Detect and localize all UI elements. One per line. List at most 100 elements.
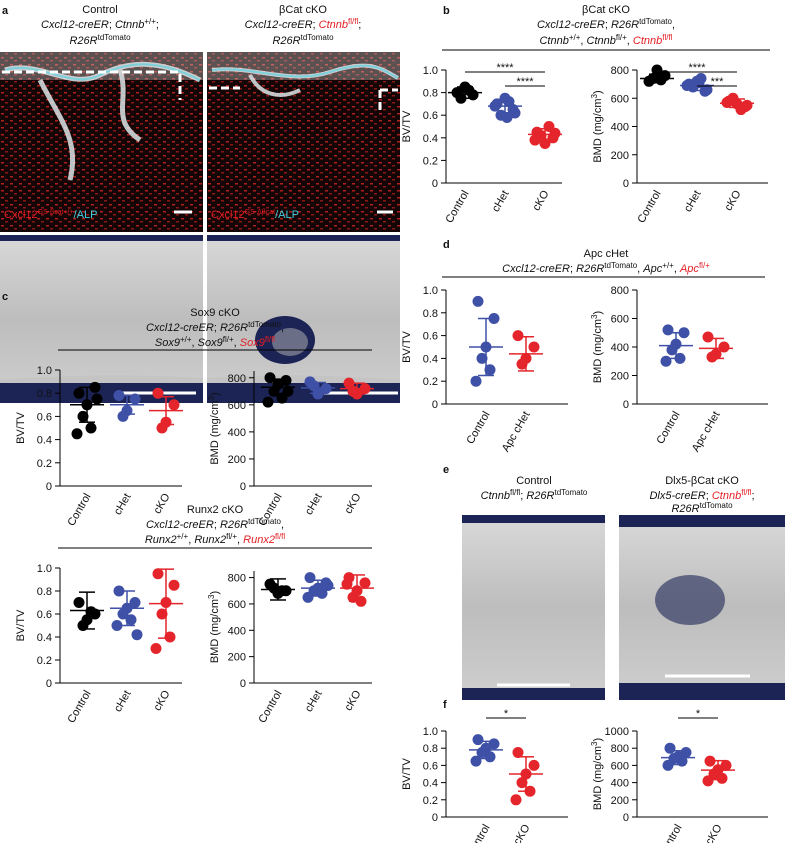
- text-segment: Apc: [642, 263, 662, 275]
- text-segment: tdTomato: [301, 33, 334, 42]
- header-line: Cxcl12-creER; R26RtdTomato,: [146, 320, 284, 334]
- data-point: [73, 597, 85, 608]
- text-segment: ;: [520, 490, 526, 502]
- data-point: [359, 577, 371, 589]
- text-segment: Runx2: [145, 534, 177, 546]
- x-tick-label: cHet: [682, 189, 704, 215]
- y-tick-label: 1.0: [423, 726, 438, 738]
- text-segment: R26R: [611, 19, 639, 31]
- data-point: [470, 375, 482, 387]
- y-tick-label: 0: [46, 481, 52, 493]
- text-segment: 3: [590, 93, 599, 98]
- y-tick-label: 0: [432, 399, 438, 411]
- data-point: [472, 734, 484, 746]
- y-tick-label: 0.2: [37, 655, 52, 667]
- text-segment: Cxcl12: [211, 209, 245, 221]
- text-segment: R26R: [69, 35, 97, 47]
- y-tick-label: 0.4: [37, 435, 52, 447]
- data-point: [302, 591, 314, 603]
- text-segment: Apc: [679, 263, 699, 275]
- x-tick-label: Control: [635, 189, 663, 226]
- x-tick-label: cKO: [723, 188, 744, 213]
- text-segment: ): [209, 591, 221, 595]
- y-tick-label: 1.0: [37, 563, 52, 575]
- text-segment: Ctnnb: [633, 35, 662, 47]
- text-segment: ;: [313, 19, 319, 31]
- x-tick-label: Dlx5-cKO: [691, 822, 725, 843]
- text-segment: Ctnnb: [539, 35, 568, 47]
- text-segment: Sox9: [198, 337, 223, 349]
- text-segment: ,: [281, 519, 284, 531]
- text-segment: BMD (mg/cm: [592, 319, 604, 383]
- text-segment: ): [592, 90, 604, 94]
- text-segment: fl/fl: [510, 488, 520, 497]
- data-point: [73, 387, 85, 399]
- y-tick-label: 600: [611, 93, 629, 105]
- y-tick-label: 200: [611, 795, 629, 807]
- data-point: [529, 134, 541, 146]
- data-point: [341, 578, 353, 590]
- text-segment: ,: [672, 19, 675, 31]
- header-title: Control: [516, 475, 551, 487]
- x-tick-label: cHet: [303, 492, 325, 518]
- panel-label: a: [2, 5, 9, 17]
- text-segment: Ctnnb: [319, 19, 348, 31]
- y-tick-label: 0.4: [423, 133, 438, 145]
- data-point: [111, 620, 123, 631]
- header-title: βCat cKO: [582, 4, 630, 16]
- text-segment: fl/+: [699, 261, 710, 270]
- x-tick-label: Control: [65, 689, 93, 726]
- text-segment: BV/TV: [401, 110, 413, 142]
- text-segment: ): [209, 392, 221, 396]
- significance-label: *: [696, 708, 701, 720]
- data-point: [693, 77, 705, 89]
- header-line: Cxcl12-creER; R26RtdTomato,: [146, 517, 284, 531]
- y-tick-label: 600: [228, 599, 246, 611]
- text-segment: /ALP: [74, 209, 98, 221]
- x-tick-label: cHet: [112, 689, 134, 715]
- y-tick-label: 0: [240, 481, 246, 493]
- text-segment: Cxcl12-creER: [146, 519, 214, 531]
- y-tick-label: 0.4: [423, 353, 438, 365]
- y-tick-label: 0.6: [423, 331, 438, 343]
- y-tick-label: 0: [432, 812, 438, 824]
- data-point: [168, 579, 180, 591]
- text-segment: ,: [637, 263, 643, 275]
- text-segment: ,: [580, 35, 586, 47]
- micrograph-images: [0, 52, 400, 403]
- text-segment: Ctnnb: [712, 490, 741, 502]
- y-tick-label: 0.2: [423, 795, 438, 807]
- text-segment: BV/TV: [401, 757, 413, 789]
- y-axis-label: BMD (mg/cm3): [590, 738, 604, 810]
- header-title: Control: [82, 4, 117, 16]
- x-tick-label: cHet: [303, 689, 325, 715]
- data-point: [706, 351, 718, 363]
- y-tick-label: 0.8: [423, 743, 438, 755]
- text-segment: +/+: [662, 261, 674, 270]
- x-tick-label: cKO: [152, 491, 173, 516]
- data-point: [549, 127, 561, 139]
- y-tick-label: 0.8: [37, 388, 52, 400]
- x-tick-label: cKO: [343, 688, 364, 713]
- text-segment: ;: [109, 19, 115, 31]
- header-title: Sox9 cKO: [190, 307, 240, 319]
- render-images: [462, 515, 785, 700]
- text-segment: +/+: [569, 33, 581, 42]
- y-tick-label: 0.6: [37, 609, 52, 621]
- header-line: Sox9+/+, Sox9fl/+, Sox9fl/fl: [155, 335, 275, 349]
- text-segment: 3: [207, 395, 216, 400]
- text-segment: ): [592, 311, 604, 315]
- y-axis-label: BV/TV: [15, 609, 27, 641]
- data-point: [701, 84, 713, 96]
- text-segment: /ALP: [275, 209, 299, 221]
- text-segment: fl/fl: [662, 33, 672, 42]
- header-title: βCat cKO: [279, 4, 327, 16]
- header-line: Dlx5-creER; Ctnnbfl/fl;: [649, 488, 754, 502]
- text-segment: ;: [706, 490, 712, 502]
- text-segment: ;: [358, 19, 361, 31]
- y-tick-label: 1.0: [423, 65, 438, 77]
- text-segment: tdTomato: [554, 488, 587, 497]
- panel-label: c: [2, 291, 8, 303]
- data-point: [516, 358, 528, 370]
